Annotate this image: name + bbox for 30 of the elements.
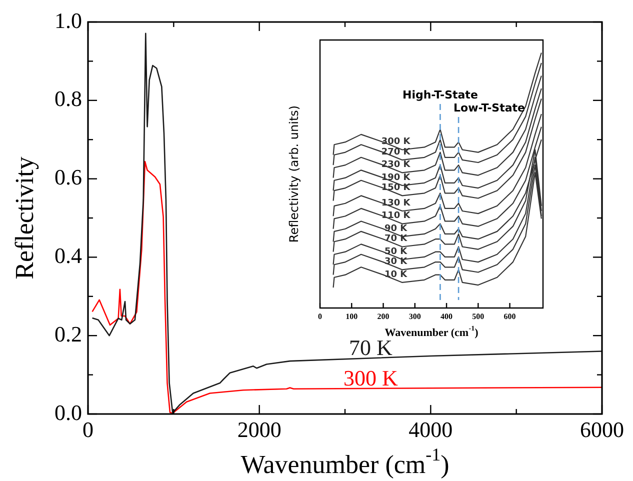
y-tick-label: 0.4 [54, 242, 82, 268]
series-label: 10 K [384, 270, 408, 280]
series-label: 130 K [381, 198, 412, 208]
y-tick-label: 0.8 [54, 86, 82, 112]
y-tick-label: 0.6 [54, 164, 82, 190]
x-tick-label: 300 [408, 312, 421, 321]
x-tick-label: 0 [318, 312, 322, 321]
y-axis-title: Reflectivity (arb. units) [287, 105, 302, 243]
x-tick-label: 400 [440, 312, 453, 321]
y-axis-title: Reflectivity [10, 156, 39, 280]
series-label: 70 K [349, 335, 393, 360]
ref-line-label: Low-T-State [454, 101, 525, 114]
x-tick-label: 2000 [237, 416, 282, 442]
series-label: 190 K [381, 172, 412, 183]
x-tick-label: 500 [472, 312, 484, 321]
series-label: 110 K [381, 211, 412, 222]
x-tick-label: 200 [377, 312, 390, 321]
series-label: 300 K [381, 137, 412, 148]
x-tick-label: 600 [504, 312, 516, 321]
series-label: 90 K [384, 224, 408, 234]
y-tick-label: 1.0 [54, 8, 82, 33]
series-label: 230 K [381, 160, 412, 170]
x-tick-label: 0 [82, 416, 94, 442]
x-tick-label: 4000 [408, 416, 453, 442]
ref-line-label: High-T-State [402, 88, 478, 102]
y-tick-label: 0.2 [54, 321, 82, 346]
series-label: 300 K [344, 365, 398, 390]
x-tick-label: 6000 [580, 416, 624, 442]
y-tick-label: 0.0 [54, 400, 82, 425]
x-tick-label: 100 [346, 312, 358, 321]
